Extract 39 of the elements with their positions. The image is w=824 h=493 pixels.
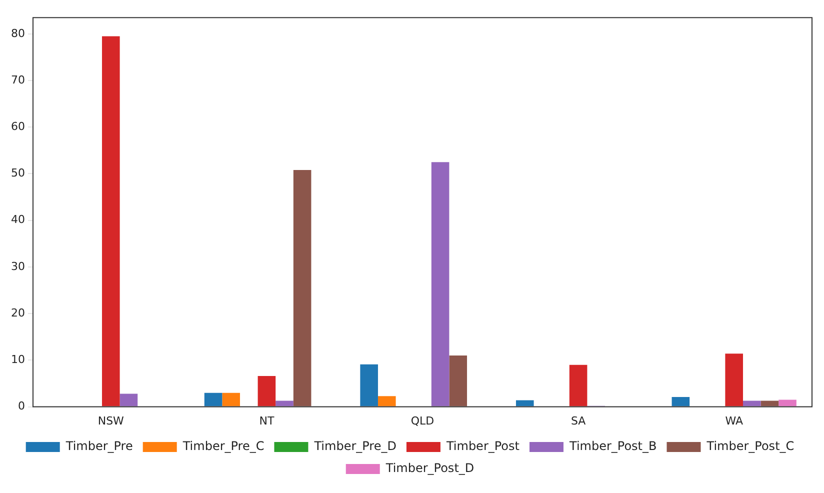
bar [102,36,120,406]
bar [222,392,240,406]
bar [449,356,468,406]
bar [276,400,294,406]
bar [120,394,138,406]
x-tick-label: SA [570,414,586,428]
bar [378,396,396,406]
legend-label: Timber_Post_C [706,439,794,454]
x-tick-label: WA [725,414,744,428]
y-tick-label: 40 [10,213,25,226]
legend-label: Timber_Pre [64,439,133,454]
y-tick-label: 10 [10,353,25,366]
y-tick-label: 80 [10,26,25,40]
legend-label: Timber_Post_D [384,461,474,476]
bar [360,364,378,406]
bar [293,170,312,406]
legend-label: Timber_Pre_C [182,439,264,454]
y-tick-label: 0 [18,400,25,413]
legend-label: Timber_Post [445,439,520,454]
y-tick-label: 30 [10,260,25,273]
bar [672,397,690,406]
bar [760,400,779,406]
x-tick-label: NSW [98,414,124,428]
bar [516,400,534,406]
y-tick-label: 50 [10,166,25,180]
x-tick-label: QLD [410,414,434,428]
legend-label: Timber_Post_B [568,439,657,454]
x-tick-label: NT [259,414,274,428]
bar [569,364,588,406]
y-tick-label: 60 [10,120,25,133]
bar [258,376,276,406]
bar [743,400,761,406]
legend-label: Timber_Pre_D [313,439,396,454]
y-tick-label: 20 [10,306,25,320]
bar [778,400,796,406]
bar [725,354,744,406]
bar [204,392,222,406]
bar [431,162,450,406]
y-tick-label: 70 [10,73,25,86]
